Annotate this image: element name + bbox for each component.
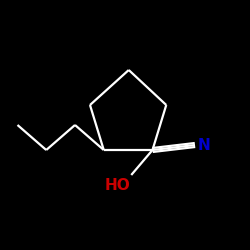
Text: HO: HO [104,178,130,192]
Text: N: N [198,138,211,152]
